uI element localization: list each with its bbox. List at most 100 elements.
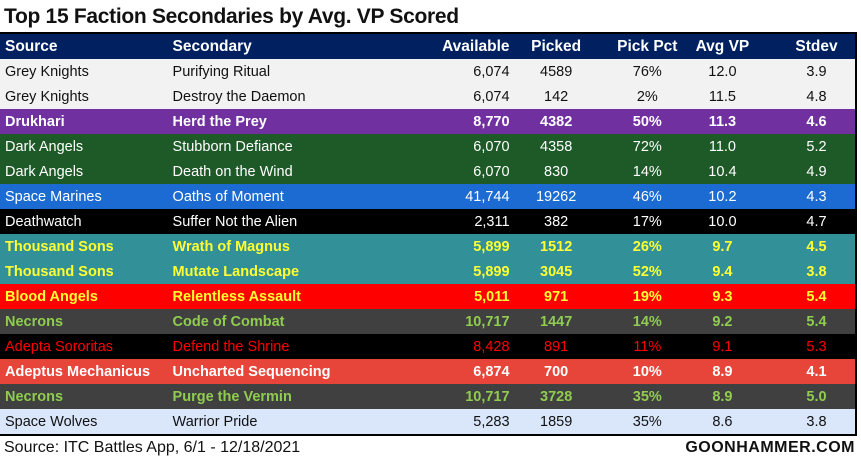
cell-pct: 35% — [632, 413, 662, 430]
cell-picked: 4382 — [540, 113, 573, 130]
cell-secondary: Stubborn Defiance — [172, 138, 293, 155]
cell-stdev: 4.8 — [806, 88, 827, 105]
cell-secondary: Herd the Prey — [172, 113, 267, 130]
cell-pct: 26% — [632, 238, 662, 255]
cell-picked: 1512 — [540, 238, 573, 255]
cell-secondary: Destroy the Daemon — [172, 88, 306, 105]
cell-picked: 142 — [544, 88, 569, 105]
table-row: Adepta Sororitas Defend the Shrine 8,428 89… — [0, 334, 855, 359]
cell-picked: 382 — [544, 213, 569, 230]
cell-source: Necrons — [5, 313, 64, 330]
cell-stdev: 5.4 — [806, 288, 827, 305]
cell-pct: 52% — [632, 263, 662, 280]
cell-source: Necrons — [5, 388, 64, 405]
cell-pct: 46% — [632, 188, 662, 205]
cell-available: 5,011 — [474, 288, 510, 305]
header-stdev: Stdev — [795, 37, 838, 55]
cell-picked: 4358 — [540, 138, 573, 155]
cell-source: Grey Knights — [5, 63, 89, 80]
cell-pct: 19% — [632, 288, 662, 305]
table-row: Dark Angels Stubborn Defiance 6,070 4358 72%… — [0, 134, 855, 159]
cell-available: 8,428 — [473, 338, 510, 355]
cell-stdev: 4.9 — [806, 163, 827, 180]
cell-available: 10,717 — [465, 388, 510, 405]
cell-stdev: 5.2 — [806, 138, 827, 155]
table-row: Thousand Sons Wrath of Magnus 5,899 1512 26%… — [0, 234, 855, 259]
cell-avg: 9.2 — [712, 313, 733, 330]
cell-avg: 10.2 — [708, 188, 737, 205]
cell-available: 8,770 — [473, 113, 510, 130]
table-row: Necrons Code of Combat 10,717 1447 14% 9.2 5.4 — [0, 309, 855, 334]
cell-avg: 8.9 — [712, 388, 733, 405]
cell-secondary: Purge the Vermin — [172, 388, 292, 405]
cell-secondary: Suffer Not the Alien — [172, 213, 298, 230]
cell-stdev: 3.8 — [806, 263, 827, 280]
cell-pct: 10% — [632, 363, 662, 380]
header-pick-pct: Pick Pct — [617, 37, 678, 55]
cell-available: 6,874 — [473, 363, 510, 380]
cell-avg: 9.7 — [712, 238, 733, 255]
cell-stdev: 5.3 — [806, 338, 827, 355]
cell-pct: 35% — [632, 388, 662, 405]
source-note: Source: ITC Battles App, 6/1 - 12/18/202… — [4, 439, 301, 456]
cell-source: Dark Angels — [5, 163, 84, 180]
cell-source: Drukhari — [5, 113, 65, 130]
cell-avg: 9.1 — [712, 338, 733, 355]
table-row: Space Wolves Warrior Pride 5,283 1859 35% 8.6… — [0, 409, 855, 434]
cell-source: Thousand Sons — [5, 263, 114, 280]
header-source: Source — [5, 37, 58, 55]
cell-secondary: Relentless Assault — [172, 288, 301, 305]
chart-title: Top 15 Faction Secondaries by Avg. VP Sc… — [4, 5, 459, 28]
table-row: Thousand Sons Mutate Landscape 5,899 3045 52… — [0, 259, 855, 284]
cell-secondary: Mutate Landscape — [172, 263, 300, 280]
cell-source: Adeptus Mechanicus — [5, 363, 151, 380]
cell-picked: 3728 — [540, 388, 573, 405]
table-row: Deathwatch Suffer Not the Alien 2,311 382 17… — [0, 209, 855, 234]
header-picked: Picked — [531, 37, 582, 55]
cell-stdev: 4.6 — [806, 113, 827, 130]
table-row: Grey Knights Destroy the Daemon 6,074 142 2%… — [0, 84, 855, 109]
cell-avg: 8.6 — [712, 413, 733, 430]
cell-picked: 3045 — [540, 263, 573, 280]
cell-source: Deathwatch — [5, 213, 82, 230]
cell-stdev: 4.5 — [806, 238, 827, 255]
cell-avg: 11.3 — [708, 113, 737, 130]
cell-stdev: 5.0 — [806, 388, 827, 405]
cell-picked: 830 — [544, 163, 569, 180]
cell-stdev: 4.3 — [806, 188, 827, 205]
cell-available: 5,899 — [473, 238, 510, 255]
cell-secondary: Oaths of Moment — [172, 188, 284, 205]
cell-picked: 1859 — [540, 413, 573, 430]
cell-secondary: Wrath of Magnus — [172, 238, 290, 255]
cell-pct: 50% — [632, 113, 662, 130]
cell-available: 10,717 — [465, 313, 510, 330]
cell-stdev: 4.7 — [806, 213, 827, 230]
cell-source: Space Wolves — [5, 413, 98, 430]
cell-pct: 2% — [636, 88, 658, 105]
cell-source: Dark Angels — [5, 138, 84, 155]
cell-available: 5,899 — [473, 263, 510, 280]
cell-secondary: Warrior Pride — [172, 413, 258, 430]
cell-avg: 10.0 — [708, 213, 737, 230]
cell-secondary: Death on the Wind — [172, 163, 293, 180]
cell-source: Adepta Sororitas — [5, 338, 114, 355]
cell-available: 41,744 — [465, 188, 510, 205]
table-row: Adeptus Mechanicus Uncharted Sequencing 6,… — [0, 359, 855, 384]
cell-pct: 14% — [632, 313, 662, 330]
header-available: Available — [442, 37, 510, 55]
cell-available: 6,070 — [473, 163, 510, 180]
cell-pct: 76% — [632, 63, 662, 80]
cell-source: Space Marines — [5, 188, 102, 205]
cell-avg: 9.4 — [712, 263, 733, 280]
table-row: Drukhari Herd the Prey 8,770 4382 50% 11.3 4.6 — [0, 109, 855, 134]
cell-stdev: 3.8 — [806, 413, 827, 430]
table-row: Space Marines Oaths of Moment 41,744 19262 4… — [0, 184, 855, 209]
cell-picked: 971 — [544, 288, 569, 305]
cell-secondary: Purifying Ritual — [172, 63, 271, 80]
cell-picked: 4589 — [540, 63, 573, 80]
cell-available: 6,074 — [473, 88, 510, 105]
cell-pct: 14% — [632, 163, 662, 180]
cell-pct: 72% — [632, 138, 662, 155]
cell-stdev: 3.9 — [806, 63, 827, 80]
cell-available: 6,070 — [473, 138, 510, 155]
